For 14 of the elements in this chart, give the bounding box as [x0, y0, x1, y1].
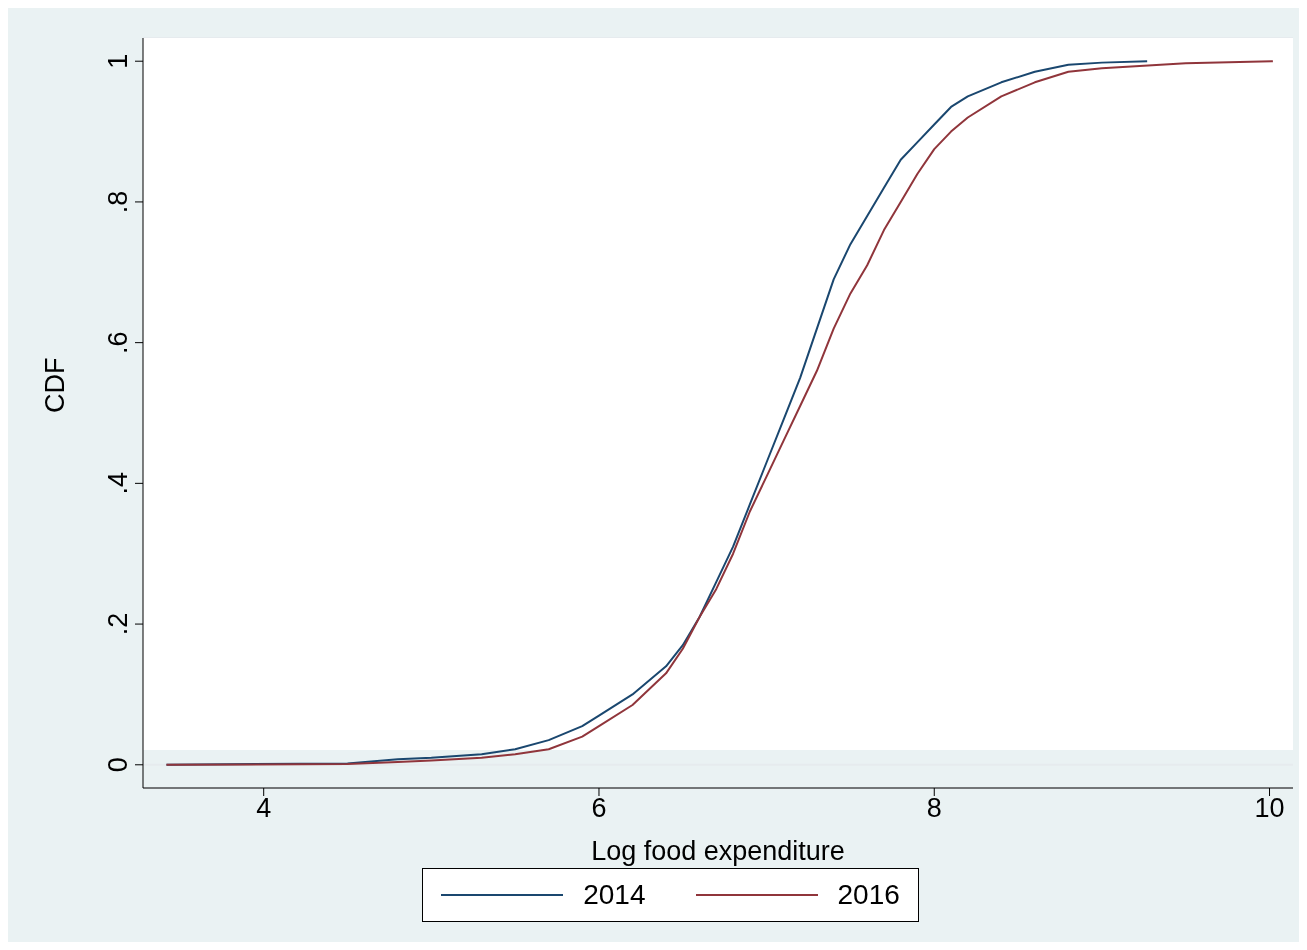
- y-tick-label: .8: [103, 190, 133, 214]
- y-tick-label: 0: [103, 757, 133, 773]
- y-tick-label: .6: [103, 331, 133, 354]
- legend-label: 2016: [837, 879, 900, 911]
- y-tick-label: .2: [103, 612, 133, 636]
- x-tick-label: 4: [256, 793, 272, 824]
- x-tick-label: 6: [591, 793, 607, 824]
- x-axis-title: Log food expenditure: [591, 836, 845, 866]
- x-tick-label: 8: [926, 793, 942, 824]
- x-tick-label: 10: [1254, 793, 1285, 824]
- y-tick-label: .4: [103, 472, 133, 495]
- y-tick-label: 1: [103, 53, 133, 69]
- legend-label: 2014: [583, 879, 646, 911]
- y-axis-title: CDF: [39, 357, 70, 413]
